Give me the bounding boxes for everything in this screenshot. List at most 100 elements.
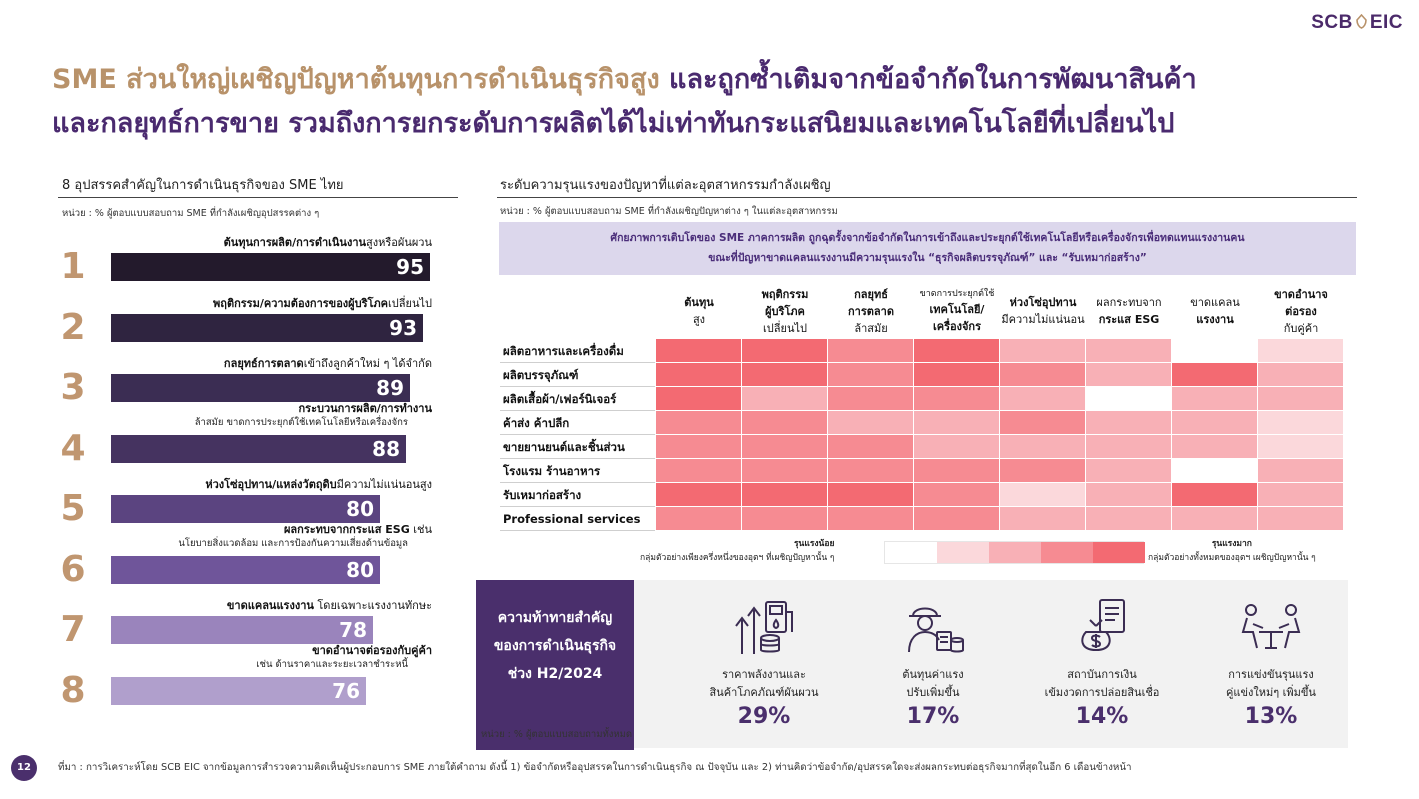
heatmap-cell [742, 507, 828, 531]
heatmap-column-header-line: กับคู่ค้า [1283, 321, 1319, 335]
heatmap-column-header-line: ต้นทุน [684, 296, 714, 309]
challenge-labor-pct: 17% [906, 704, 960, 729]
heatmap-column-header-line: สูง [692, 313, 706, 326]
heatmap-cell [1172, 507, 1258, 531]
heatmap-column-header-line: ผู้บริโภค [765, 304, 805, 318]
heatmap-column-header: ผลกระทบจาก กระแส ESG [1086, 283, 1172, 339]
obstacle-rank: 5 [60, 488, 86, 529]
obstacle-bar: 89 [111, 374, 410, 402]
heatmap-cell [1000, 387, 1086, 411]
legend-low: รุนแรงน้อย กลุ่มตัวอย่างเพียงครึ่งหนึ่งข… [640, 536, 834, 564]
heatmap-cell [1172, 483, 1258, 507]
obstacles-unit: หน่วย : % ผู้ตอบแบบสอบถาม SME ที่กำลังเผ… [62, 208, 320, 219]
heatmap-unit: หน่วย : % ผู้ตอบแบบสอบถาม SME ที่กำลังเผ… [500, 206, 838, 217]
heatmap-column-header-line: ต่อรอง [1285, 304, 1317, 318]
heatmap-column-header: ขาดอำนาจ ต่อรอง กับคู่ค้า [1258, 283, 1344, 339]
heatmap-column-header: กลยุทธ์ การตลาด ล้าสมัย [828, 283, 914, 339]
heatmap-cell [656, 411, 742, 435]
heatmap-cell [914, 387, 1000, 411]
logo-text-left: SCB [1311, 12, 1353, 33]
heatmap-column-header: ขาดแคลน แรงงาน [1172, 283, 1258, 339]
obstacle-label: ห่วงโซ่อุปทาน/แหล่งวัตถุดิบมีความไม่แน่น… [205, 475, 432, 493]
challenge-competition-pct: 13% [1244, 704, 1298, 729]
logo-text-right: EIC [1369, 12, 1403, 33]
heatmap-row-divider [500, 410, 655, 411]
obstacle-label-rest: เช่น [409, 523, 432, 536]
heatmap-cell [1172, 459, 1258, 483]
obstacle-label-bold: กระบวนการผลิต/การทำงาน [298, 402, 433, 415]
heatmap-cell [656, 483, 742, 507]
heatmap-cell [828, 363, 914, 387]
challenges-heading-3: ช่วง H2/2024 [507, 666, 603, 682]
heatmap-cell [1000, 363, 1086, 387]
heatmap-column-header: ต้นทุนสูง [656, 283, 742, 339]
heatmap-row-divider [500, 506, 655, 507]
heatmap-cell [914, 483, 1000, 507]
heatmap-cell [1000, 459, 1086, 483]
heatmap-cell [742, 363, 828, 387]
heatmap-column-header-line: ขาดแคลน [1190, 296, 1240, 309]
heatmap-cell [914, 459, 1000, 483]
title-line2: และกลยุทธ์การขาย รวมถึงการยกระดับการผลิต… [52, 108, 1175, 139]
competition-icon [1241, 604, 1301, 649]
heatmap-cell [1086, 411, 1172, 435]
heatmap-cell [914, 507, 1000, 531]
obstacle-sublabel: ล้าสมัย ขาดการประยุกต์ใช้เทคโนโลยีหรือเค… [194, 417, 408, 428]
obstacle-label-bold: ขาดแคลนแรงงาน [226, 599, 314, 612]
heatmap-cell [656, 507, 742, 531]
heatmap-column-header-line: ขาดการประยุกต์ใช้ [919, 288, 995, 299]
heatmap-row-label: ผลิตอาหารและเครื่องดื่ม [503, 344, 624, 358]
challenge-competition-l2: คู่แข่งใหม่ๆ เพิ่มขึ้น [1226, 686, 1316, 699]
heatmap-cell [656, 435, 742, 459]
heatmap-cell [828, 507, 914, 531]
obstacle-rank: 1 [60, 246, 86, 287]
obstacle-sublabel: นโยบายสิ่งแวดล้อม และการป้องกันความเสี่ย… [178, 538, 408, 549]
title-highlight: SME ส่วนใหญ่เผชิญปัญหาต้นทุนการดำเนินธุร… [52, 64, 660, 95]
obstacle-bar: 76 [111, 677, 366, 705]
challenge-energy-l2: สินค้าโภคภัณฑ์ผันผวน [709, 686, 819, 699]
heatmap-row-label: ค้าส่ง ค้าปลีก [503, 416, 570, 430]
heatmap-cell [1172, 387, 1258, 411]
heatmap-cell [1258, 435, 1344, 459]
obstacle-label-rest: เปลี่ยนไป [388, 297, 432, 310]
heatmap-cell [742, 483, 828, 507]
legend-low-text: กลุ่มตัวอย่างเพียงครึ่งหนึ่งของอุตฯ ที่เ… [640, 553, 835, 563]
challenge-credit-pct: 14% [1075, 704, 1129, 729]
heatmap-cell [1258, 339, 1344, 363]
heatmap-row-label: ผลิตเสื้อผ้า/เฟอร์นิเจอร์ [503, 392, 617, 406]
challenge-labor-label: ต้นทุนค่าแรง ปรับเพิ่มขึ้น [848, 666, 1018, 702]
challenges-heading-2: ของการดำเนินธุรกิจ [493, 638, 617, 654]
title-line1-rest: และถูกซ้ำเติมจากข้อจำกัดในการพัฒนาสินค้า [659, 64, 1197, 95]
heatmap-cell [656, 339, 742, 363]
obstacle-rank: 4 [60, 428, 86, 469]
loan-bag-icon [1081, 599, 1125, 652]
obstacle-rank: 6 [60, 549, 86, 590]
heatmap-column-header: พฤติกรรม ผู้บริโภค เปลี่ยนไป [742, 283, 828, 339]
heatmap-column-header-line: เครื่องจักร [932, 319, 982, 333]
heatmap-callout: ศักยภาพการเติบโตของ SME ภาคการผลิต ถูกฉุ… [499, 222, 1356, 275]
obstacle-label-bold: ผลกระทบจากกระแส ESG [283, 523, 410, 536]
obstacle-bar: 88 [111, 435, 406, 463]
heatmap-cell [742, 435, 828, 459]
legend-swatch [1041, 542, 1093, 563]
heatmap-title: ระดับความรุนแรงของปัญหาที่แต่ละอุตสาหกรร… [500, 178, 831, 193]
heatmap-cell [1258, 483, 1344, 507]
heatmap-cell [1000, 507, 1086, 531]
heatmap-column-header-line: เทคโนโลยี/ [929, 302, 985, 316]
obstacle-label: กลยุทธ์การตลาดเข้าถึงลูกค้าใหม่ ๆ ได้จำก… [224, 354, 432, 372]
obstacle-label: ต้นทุนการผลิต/การดำเนินงานสูงหรือผันผวน [224, 233, 432, 251]
challenge-labor-l2: ปรับเพิ่มขึ้น [906, 686, 960, 699]
heatmap-row-divider [500, 362, 655, 363]
heatmap-cell [1000, 483, 1086, 507]
obstacle-label-rest: สูงหรือผันผวน [366, 236, 432, 249]
challenge-credit: สถาบันการเงิน เข้มงวดการปล่อยสินเชื่อ 14% [1017, 596, 1187, 729]
challenge-energy-pct: 29% [737, 704, 791, 729]
callout-line-2: ขณะที่ปัญหาขาดแคลนแรงงานมีความรุนแรงใน “… [708, 252, 1147, 264]
heatmap-column-header-line: ห่วงโซ่อุปทาน [1009, 296, 1077, 309]
heatmap-cell [828, 411, 914, 435]
obstacle-bar: 80 [111, 495, 380, 523]
energy-price-icon [735, 601, 793, 654]
obstacle-label-bold: ขาดอำนาจต่อรองกับคู่ค้า [312, 644, 432, 657]
heatmap-column-header-line: ผลกระทบจาก [1096, 296, 1162, 309]
heatmap-column-header-line: พฤติกรรม [761, 287, 809, 301]
